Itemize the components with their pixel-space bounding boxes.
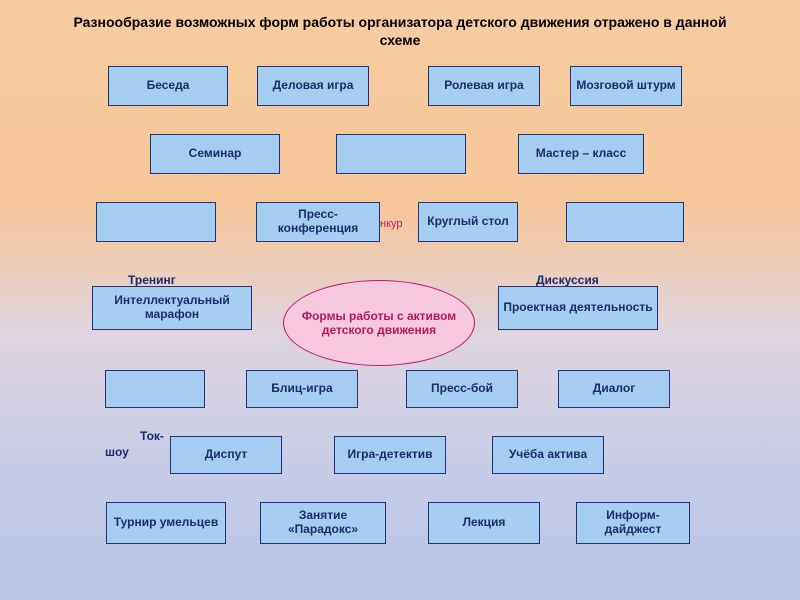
float-show: шоу [105, 446, 129, 460]
center-oval-text: Формы работы с активом детского движения [294, 309, 464, 338]
diagram-title: Разнообразие возможных форм работы орган… [60, 14, 740, 49]
node-mozg: Мозговой штурм [570, 66, 682, 106]
node-master: Мастер – класс [518, 134, 644, 174]
node-seminar: Семинар [150, 134, 280, 174]
node-row5empty [105, 370, 205, 408]
stray-text-konkurs: нкур [380, 218, 403, 230]
node-press: Пресс-конференция [256, 202, 380, 242]
node-ucheba: Учёба актива [492, 436, 604, 474]
node-dialog: Диалог [558, 370, 670, 408]
float-trening: Тренинг [128, 274, 176, 288]
node-row3empty2 [566, 202, 684, 242]
node-igradet: Игра-детектив [334, 436, 446, 474]
node-inform: Информ-дайджест [576, 502, 690, 544]
node-lekciya: Лекция [428, 502, 540, 544]
node-row2empty [336, 134, 466, 174]
node-proekt: Проектная деятельность [498, 286, 658, 330]
float-diskuss: Дискуссия [536, 274, 599, 288]
float-tokshow: Ток- [140, 430, 164, 444]
node-turnir: Турнир умельцев [106, 502, 226, 544]
node-blic: Блиц-игра [246, 370, 358, 408]
node-disput: Диспут [170, 436, 282, 474]
node-rolevaya: Ролевая игра [428, 66, 540, 106]
node-delovaya: Деловая игра [257, 66, 369, 106]
node-intel: Интеллектуальный марафон [92, 286, 252, 330]
node-pressboy: Пресс-бой [406, 370, 518, 408]
node-krug: Круглый стол [418, 202, 518, 242]
node-beseda: Беседа [108, 66, 228, 106]
node-row3empty [96, 202, 216, 242]
diagram-canvas: { "title": "Разнообразие возможных форм … [0, 0, 800, 600]
node-paradoks: Занятие «Парадокс» [260, 502, 386, 544]
center-oval: Формы работы с активом детского движения [283, 280, 475, 366]
